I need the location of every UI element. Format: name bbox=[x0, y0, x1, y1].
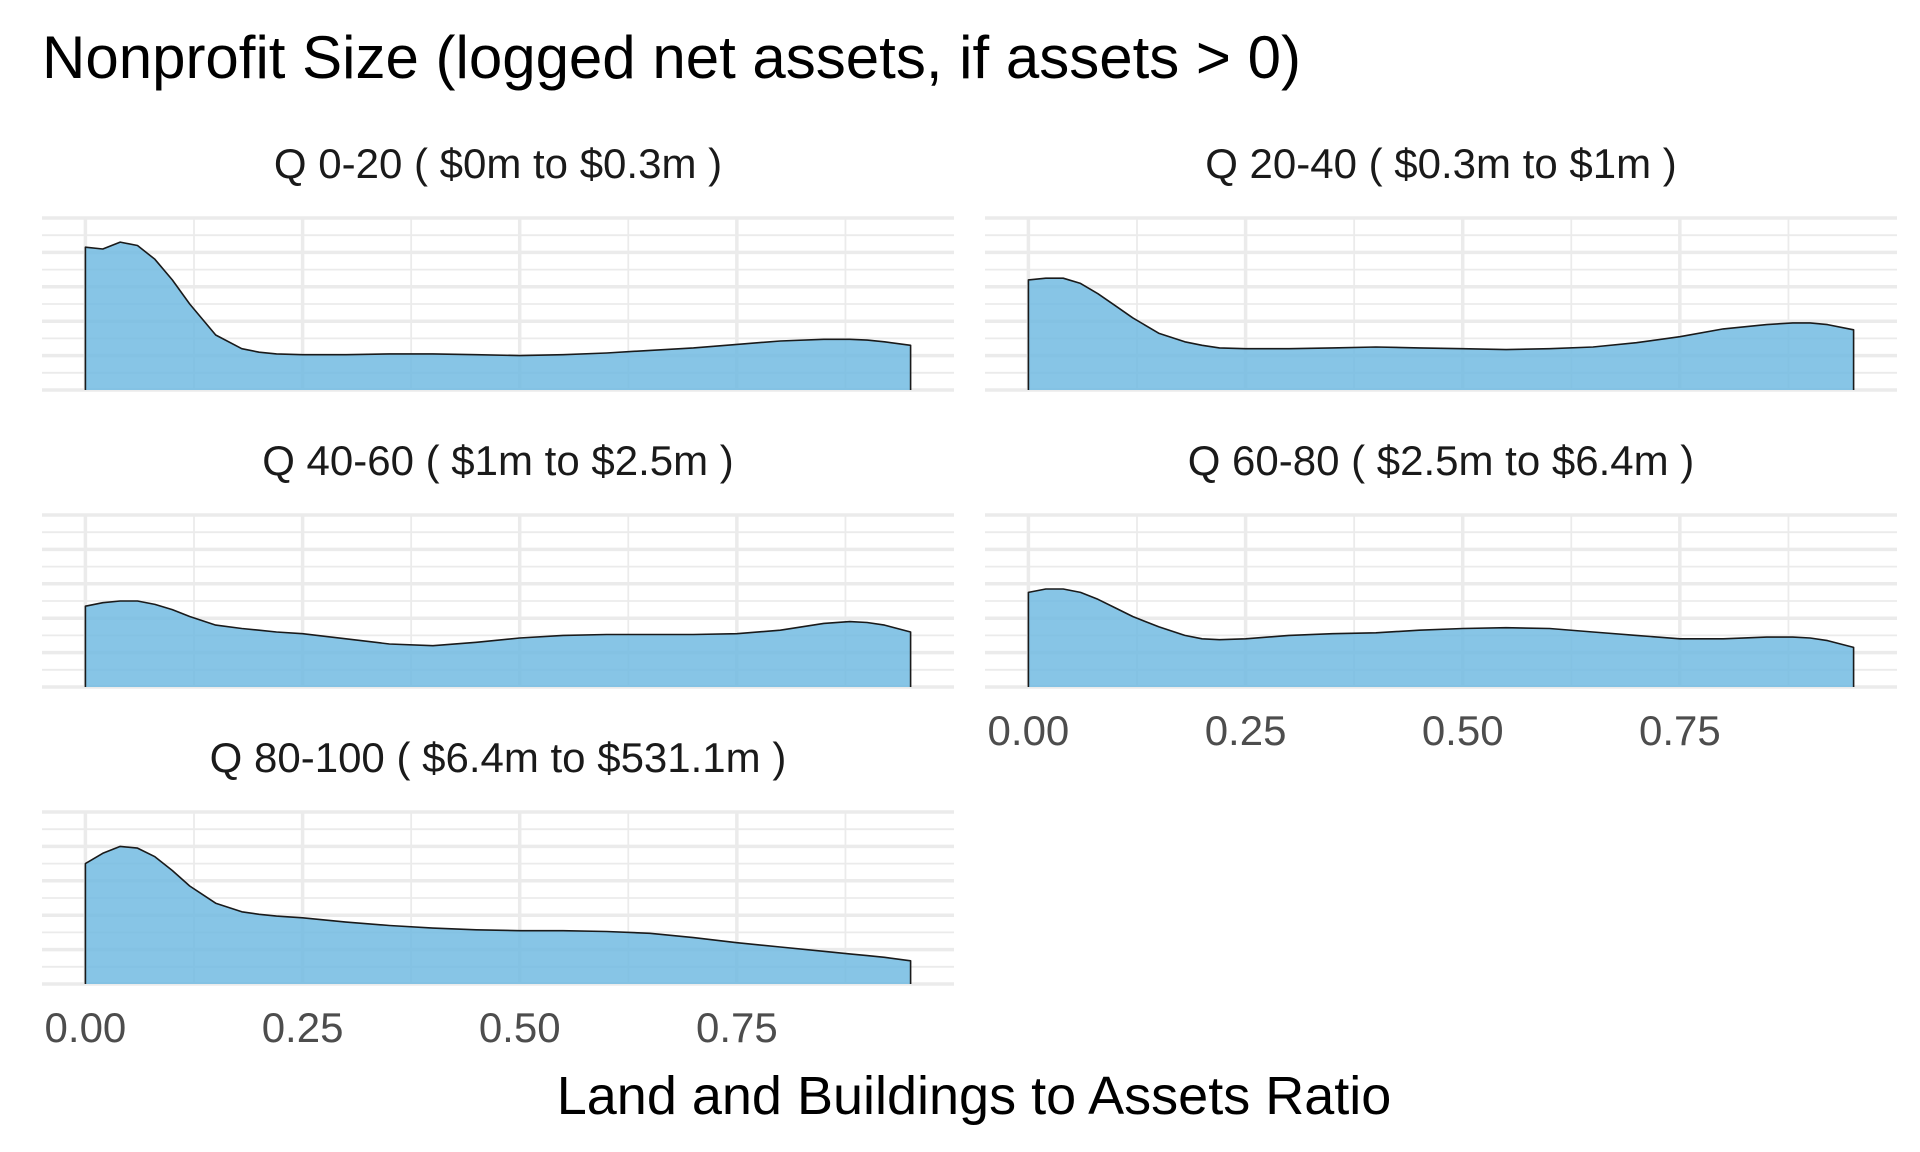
x-tick-label: 0.75 bbox=[1639, 707, 1721, 754]
density-outline-2 bbox=[1027, 277, 1855, 390]
x-axis-title: Land and Buildings to Assets Ratio bbox=[557, 1066, 1392, 1126]
panels-layer: Q 0-20 ( $0m to $0.3m ) Q 20-40 ( $0.3m t… bbox=[42, 140, 1897, 1051]
x-tick-label: 0.50 bbox=[1422, 707, 1504, 754]
panel-3: Q 40-60 ( $1m to $2.5m ) bbox=[42, 437, 954, 689]
panel-label-4: Q 60-80 ( $2.5m to $6.4m ) bbox=[1188, 437, 1695, 484]
panel-label-1: Q 0-20 ( $0m to $0.3m ) bbox=[274, 140, 722, 187]
panel-4: Q 60-80 ( $2.5m to $6.4m ) 0.00 0.25 0.50 0.… bbox=[985, 437, 1897, 754]
density-area-3 bbox=[85, 601, 911, 687]
density-outline-1 bbox=[84, 241, 912, 390]
panel-label-5: Q 80-100 ( $6.4m to $531.1m ) bbox=[210, 734, 787, 781]
density-outline-5 bbox=[84, 845, 912, 984]
panel-label-2: Q 20-40 ( $0.3m to $1m ) bbox=[1205, 140, 1677, 187]
density-area-4 bbox=[1028, 589, 1854, 687]
panel-label-3: Q 40-60 ( $1m to $2.5m ) bbox=[262, 437, 734, 484]
x-tick-label: 0.25 bbox=[262, 1004, 344, 1051]
x-tick-label: 0.25 bbox=[1205, 707, 1287, 754]
density-area-1 bbox=[85, 242, 911, 390]
density-outline-4 bbox=[1027, 588, 1855, 687]
panel-2: Q 20-40 ( $0.3m to $1m ) bbox=[985, 140, 1897, 392]
chart-title: Nonprofit Size (logged net assets, if as… bbox=[42, 24, 1301, 91]
x-tick-label: 0.00 bbox=[45, 1004, 127, 1051]
density-area-5 bbox=[85, 846, 911, 984]
x-tick-label: 0.75 bbox=[696, 1004, 778, 1051]
x-tick-label: 0.00 bbox=[988, 707, 1070, 754]
density-outline-3 bbox=[84, 600, 912, 687]
panel-1: Q 0-20 ( $0m to $0.3m ) bbox=[42, 140, 954, 392]
density-area-2 bbox=[1028, 278, 1854, 390]
panel-5: Q 80-100 ( $6.4m to $531.1m ) 0.00 0.25 0.5… bbox=[42, 734, 954, 1051]
x-tick-label: 0.50 bbox=[479, 1004, 561, 1051]
